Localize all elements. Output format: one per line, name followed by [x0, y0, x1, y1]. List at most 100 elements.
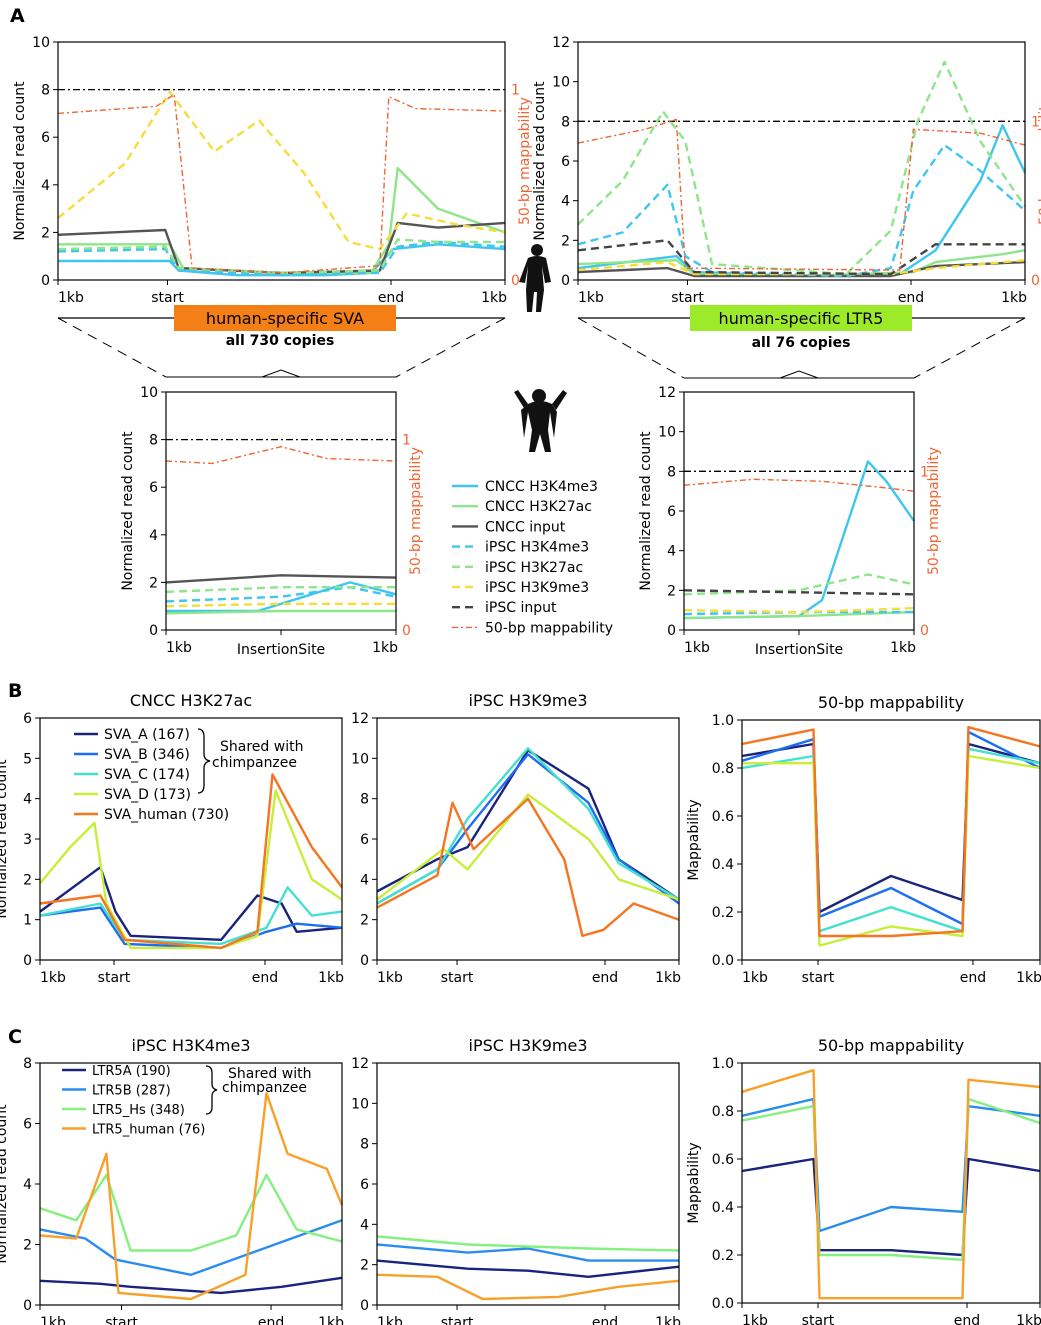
shared-brace: [205, 1065, 218, 1115]
legend-label: iPSC H3K4me3: [485, 540, 589, 556]
y-tick-label: 0: [23, 953, 32, 969]
legend-label: iPSC H3K9me3: [485, 580, 589, 596]
x-tick-label: 1kb: [742, 970, 768, 986]
chart-b2: 0 2 4 6 8 10 12 1kb start end 1kb iPSC H3K9me3: [351, 691, 681, 986]
y-tick-label: 2: [360, 913, 369, 929]
y-tick-label: 8: [23, 1056, 32, 1072]
y-tick-label: 4: [41, 178, 50, 194]
y-tick-label: 0: [667, 623, 676, 639]
y-axis-label: Mappability: [686, 1142, 702, 1223]
x-tick-label: 1kb: [742, 1313, 768, 1325]
series-line-mappability: [683, 478, 915, 492]
chart-title: CNCC H3K27ac: [130, 691, 252, 710]
chart-c2: 0 2 4 6 8 10 12 1kb start end 1kb iPSC H3K9me3: [351, 1036, 681, 1325]
y-tick-label: 2: [23, 1238, 32, 1254]
panel-label-a: A: [10, 5, 25, 27]
shared-note-label: chimpanzee: [222, 1080, 307, 1096]
legend-label: SVA_C (174): [104, 767, 190, 783]
y-tick-label: 10: [351, 1096, 369, 1112]
chart-b3: 0.0 0.2 0.4 0.6 0.8 1.0 1kb start end 1kb Mappabil…: [686, 693, 1041, 986]
chart-title: iPSC H3K9me3: [469, 691, 588, 710]
series-line-sva_d: [742, 754, 1041, 947]
panel-label-c: C: [8, 1026, 22, 1048]
x-tick-label: 1kb: [377, 970, 403, 986]
y-tick-label: 0.4: [712, 857, 734, 873]
y-tick-label: 8: [561, 114, 570, 130]
y2-tick-label: 1: [920, 464, 929, 480]
y-tick-label: 4: [360, 872, 369, 888]
y-axis-label: Normalized read count: [0, 759, 10, 919]
x-tick-label: 1kb: [1001, 290, 1027, 306]
y-tick-label: 1.0: [712, 1056, 734, 1072]
y2-tick-label: 1: [511, 83, 520, 99]
legend-label: LTR5_Hs (348): [92, 1103, 185, 1118]
legend-label: LTR5B (287): [92, 1084, 171, 1099]
x-tick-label: end: [378, 290, 404, 306]
chimpanzee-silhouette-icon: [514, 389, 567, 452]
y-axis-label: Normalized read count: [12, 81, 28, 241]
y-axis-label: Normalized read count: [638, 431, 654, 591]
series-line-ipsc_input: [683, 589, 915, 596]
y2-tick-label: 0: [920, 623, 929, 639]
y-tick-label: 0.4: [712, 1200, 734, 1216]
sva-element-label: human-specific SVA: [206, 309, 364, 328]
shared-note-label: chimpanzee: [212, 755, 297, 771]
insertion-caret: [779, 370, 819, 379]
y2-tick-label: 0: [511, 273, 520, 289]
series-line-sva_c: [376, 747, 680, 905]
series-line-sva_human: [376, 797, 680, 937]
x-tick-label: 1kb: [684, 640, 710, 656]
plot-frame: [57, 41, 506, 281]
y-axis-label: Mappability: [686, 799, 702, 880]
series-line-cncc_input: [57, 221, 506, 275]
x-tick-label: start: [151, 290, 184, 306]
series-line-cncc_h3k27ac: [683, 610, 915, 620]
series-line-ipsc_h3k9me3: [57, 90, 506, 251]
series-line-ipsc_h3k27ac: [683, 573, 915, 596]
y-tick-label: 4: [23, 1177, 32, 1193]
x-tick-label: end: [592, 970, 618, 986]
legend-label: CNCC input: [485, 519, 566, 535]
chart-c1: 0 2 4 6 8 1kb start end 1kb Normalized read count…: [0, 1036, 344, 1325]
series-line-ipsc_h3k4me3: [165, 586, 397, 603]
panel-c-legend: LTR5A (190) LTR5B (287) LTR5_Hs (348) LTR5_…: [62, 1064, 311, 1138]
chart-title: iPSC H3K4me3: [132, 1036, 251, 1055]
series-line-ipsc_h3k4me3: [57, 240, 506, 277]
series-line-ipsc_input: [577, 239, 1025, 276]
y2-tick-label: 1: [402, 433, 411, 449]
series-line-sva_human: [39, 773, 343, 950]
x-tick-label: start: [98, 970, 131, 986]
x-tick-label: start: [671, 290, 704, 306]
y-tick-label: 4: [667, 544, 676, 560]
y2-axis-label: 50-bp mappability: [1037, 97, 1041, 225]
x-tick-label: 1kb: [890, 640, 916, 656]
zoom-connector: [913, 317, 1026, 379]
y-tick-label: 2: [149, 575, 158, 591]
panel-label-b: B: [8, 680, 22, 702]
y-tick-label: 8: [667, 464, 676, 480]
y-tick-label: 0.6: [712, 809, 734, 825]
series-line-ltr5b: [376, 1243, 679, 1262]
y-tick-label: 0: [360, 1298, 369, 1314]
y-tick-label: 10: [351, 751, 369, 767]
y2-axis-label: 50-bp mappability: [926, 447, 942, 575]
y-tick-label: 2: [23, 872, 32, 888]
y-axis-label: Normalized read count: [532, 81, 548, 241]
series-line-ltr5_human: [39, 1092, 344, 1301]
series-line-cncc_h3k27ac: [577, 249, 1026, 278]
shared-note-label: Shared with: [228, 1066, 311, 1082]
series-line-ltr5a: [741, 1157, 1041, 1257]
panel-b-legend: SVA_A (167) SVA_B (346) SVA_C (174) SVA_D (…: [74, 727, 303, 823]
series-line-mappability: [57, 93, 506, 274]
insertion-caret: [261, 369, 301, 378]
series-line-sva_a: [376, 749, 680, 901]
y2-tick-label: 0: [402, 623, 411, 639]
legend-label: iPSC H3K27ac: [485, 560, 583, 576]
ltr5-element-label: human-specific LTR5: [719, 309, 884, 328]
y-tick-label: 0: [360, 953, 369, 969]
chart-b1: 0 1 2 3 4 5 6 1kb start end 1kb Normalized read cou…: [0, 691, 344, 986]
x-tick-label: 1kb: [40, 1315, 66, 1325]
x-tick-label: 1kb: [166, 640, 192, 656]
series-line-cncc_h3k4me3: [577, 124, 1027, 278]
